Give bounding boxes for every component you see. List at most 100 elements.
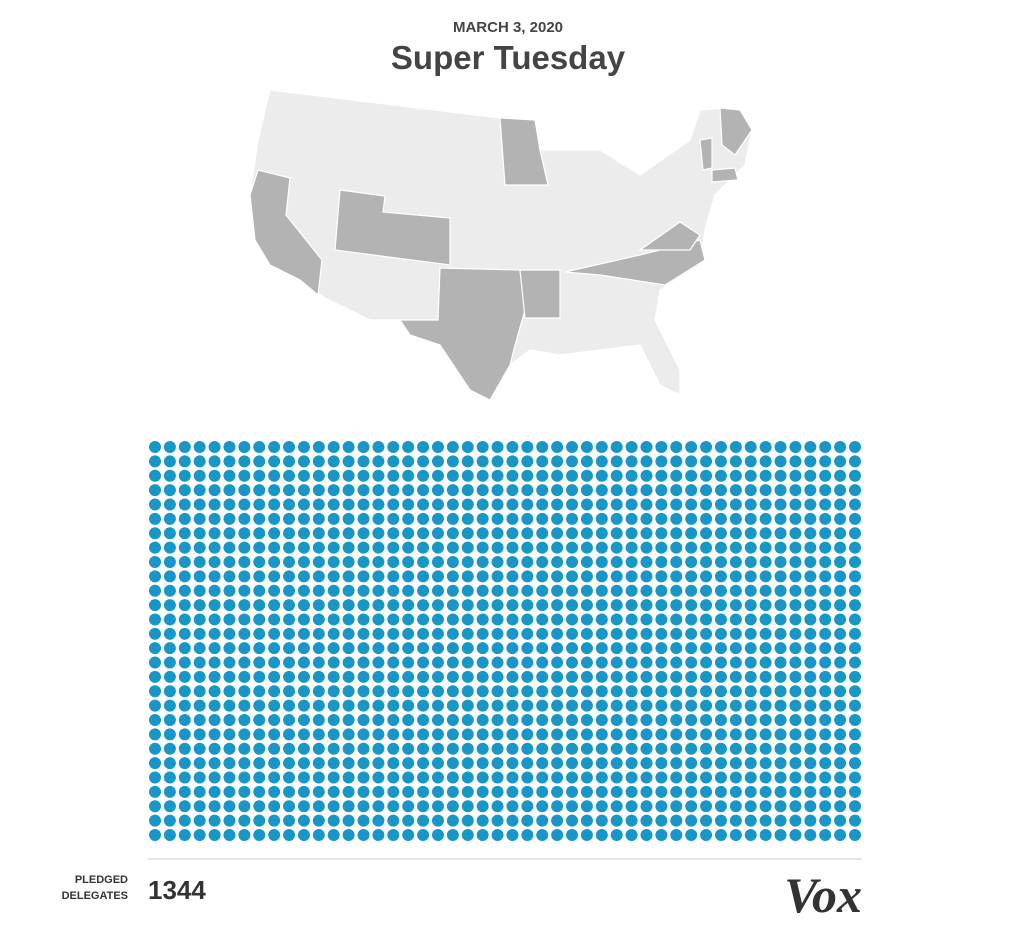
delegate-dot	[208, 829, 221, 841]
delegate-dot	[342, 570, 355, 583]
delegate-dot	[670, 771, 683, 784]
delegate-dot	[163, 714, 176, 727]
delegate-dot	[789, 742, 802, 755]
delegate-dot	[580, 656, 593, 669]
delegate-dot	[506, 570, 519, 583]
delegate-dot	[312, 455, 325, 468]
delegate-dot	[759, 685, 772, 698]
delegate-dot	[357, 584, 370, 597]
delegate-dot	[729, 785, 742, 798]
delegate-dot	[566, 685, 579, 698]
delegate-dot	[327, 670, 340, 683]
delegate-dot	[461, 785, 474, 798]
delegate-dot	[536, 584, 549, 597]
delegate-dot	[193, 570, 206, 583]
delegate-dot	[714, 800, 727, 813]
delegate-dot	[476, 814, 489, 827]
delegate-dot	[595, 555, 608, 568]
delegate-dot	[640, 613, 653, 626]
delegate-dot	[804, 441, 817, 453]
delegate-dot	[491, 814, 504, 827]
delegate-dot	[327, 814, 340, 827]
delegate-dot	[312, 627, 325, 640]
delegate-dot	[655, 742, 668, 755]
delegate-dot	[744, 785, 757, 798]
delegate-dot	[849, 714, 861, 727]
delegate-dot	[283, 829, 296, 841]
delegate-dot	[178, 757, 191, 770]
delegate-dot	[595, 785, 608, 798]
delegate-dot	[744, 441, 757, 453]
delegate-dot	[431, 484, 444, 497]
delegate-dot	[327, 642, 340, 655]
delegate-dot	[149, 455, 161, 468]
delegate-dot	[417, 670, 430, 683]
delegate-dot	[625, 714, 638, 727]
delegate-dot	[610, 570, 623, 583]
delegate-dot	[804, 699, 817, 712]
delegate-dot	[625, 599, 638, 612]
delegate-dot	[685, 469, 698, 482]
delegate-dot	[729, 714, 742, 727]
delegate-dot	[580, 757, 593, 770]
delegate-dot	[357, 498, 370, 511]
delegate-dot	[461, 584, 474, 597]
delegate-dot	[431, 800, 444, 813]
delegate-dot	[461, 570, 474, 583]
delegate-dot	[714, 498, 727, 511]
delegate-dot	[268, 555, 281, 568]
delegate-dot	[446, 570, 459, 583]
delegate-dot	[714, 441, 727, 453]
delegate-dot	[476, 627, 489, 640]
delegate-dot	[551, 685, 564, 698]
delegate-dot	[744, 599, 757, 612]
delegate-dot	[163, 599, 176, 612]
delegate-dot	[729, 814, 742, 827]
delegate-dot	[387, 814, 400, 827]
delegate-dot	[744, 699, 757, 712]
delegate-dot	[819, 757, 832, 770]
delegate-dot	[387, 757, 400, 770]
delegate-dot	[849, 656, 861, 669]
delegate-dot	[759, 441, 772, 453]
delegate-dot	[238, 498, 251, 511]
delegate-dot	[163, 728, 176, 741]
delegate-dot	[178, 699, 191, 712]
delegate-dot	[268, 800, 281, 813]
delegate-dot	[402, 555, 415, 568]
delegate-dot	[789, 656, 802, 669]
delegate-dot	[580, 642, 593, 655]
delegate-dot	[372, 570, 385, 583]
delegate-dot	[774, 699, 787, 712]
delegate-dot	[238, 699, 251, 712]
delegate-dot	[297, 527, 310, 540]
delegate-dot	[640, 800, 653, 813]
delegate-dot	[566, 757, 579, 770]
delegate-dot	[446, 512, 459, 525]
delegate-dot	[417, 527, 430, 540]
delegate-dot	[223, 455, 236, 468]
delegate-dot	[372, 685, 385, 698]
delegate-dot	[536, 771, 549, 784]
delegate-dot	[625, 555, 638, 568]
delegate-dot	[387, 512, 400, 525]
delegate-dot	[223, 771, 236, 784]
delegate-dot	[789, 728, 802, 741]
delegate-dot	[387, 670, 400, 683]
delegate-dot	[461, 613, 474, 626]
delegate-dot	[700, 555, 713, 568]
delegate-dot	[580, 555, 593, 568]
delegate-dot	[566, 527, 579, 540]
delegate-dot	[849, 599, 861, 612]
delegate-dot	[610, 829, 623, 841]
delegate-dot	[342, 469, 355, 482]
delegate-dot	[640, 498, 653, 511]
delegate-dot	[297, 771, 310, 784]
delegate-dot	[387, 656, 400, 669]
delegate-dot	[580, 714, 593, 727]
delegate-dot	[149, 484, 161, 497]
delegate-dot	[819, 656, 832, 669]
delegate-dot	[759, 829, 772, 841]
delegate-dot	[431, 469, 444, 482]
delegate-dot	[431, 771, 444, 784]
